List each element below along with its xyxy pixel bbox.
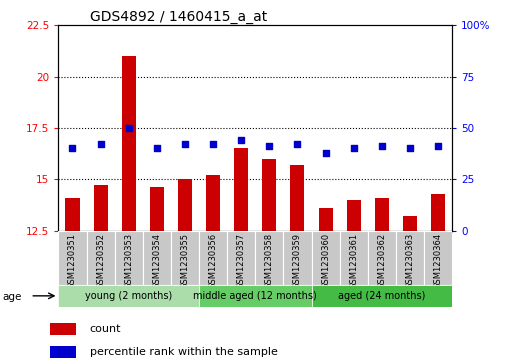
Text: GSM1230360: GSM1230360 <box>321 233 330 289</box>
Bar <box>403 216 417 231</box>
Text: age: age <box>3 291 22 302</box>
Text: GSM1230354: GSM1230354 <box>152 233 162 289</box>
Bar <box>50 346 76 358</box>
Point <box>237 137 245 143</box>
Bar <box>58 231 86 285</box>
Bar <box>283 231 311 285</box>
Bar <box>368 231 396 285</box>
Text: middle aged (12 months): middle aged (12 months) <box>194 291 317 301</box>
Point <box>265 143 273 149</box>
Bar <box>431 193 445 231</box>
Bar <box>396 231 424 285</box>
Point <box>97 142 105 147</box>
Bar <box>122 56 136 231</box>
Point <box>209 142 217 147</box>
Bar <box>199 285 311 307</box>
Bar <box>340 231 368 285</box>
Text: GSM1230361: GSM1230361 <box>349 233 358 289</box>
Point <box>153 146 161 151</box>
Bar <box>143 231 171 285</box>
Text: GSM1230353: GSM1230353 <box>124 233 133 289</box>
Bar <box>319 208 333 231</box>
Text: GSM1230355: GSM1230355 <box>180 233 189 289</box>
Text: GSM1230364: GSM1230364 <box>433 233 442 289</box>
Text: GSM1230362: GSM1230362 <box>377 233 386 289</box>
Bar <box>255 231 283 285</box>
Bar <box>346 200 361 231</box>
Bar <box>375 198 389 231</box>
Bar <box>171 231 199 285</box>
Bar <box>311 285 452 307</box>
Bar <box>50 323 76 335</box>
Point <box>181 142 189 147</box>
Point <box>406 146 414 151</box>
Text: percentile rank within the sample: percentile rank within the sample <box>90 347 278 358</box>
Point <box>322 150 330 155</box>
Bar <box>206 175 220 231</box>
Bar <box>262 159 276 231</box>
Text: GSM1230356: GSM1230356 <box>209 233 217 289</box>
Text: GSM1230358: GSM1230358 <box>265 233 274 289</box>
Bar <box>58 285 199 307</box>
Point <box>69 146 77 151</box>
Point <box>294 142 302 147</box>
Bar <box>227 231 255 285</box>
Bar <box>150 187 164 231</box>
Bar <box>234 148 248 231</box>
Bar <box>199 231 227 285</box>
Text: GSM1230359: GSM1230359 <box>293 233 302 289</box>
Text: aged (24 months): aged (24 months) <box>338 291 426 301</box>
Bar <box>291 165 304 231</box>
Text: count: count <box>90 324 121 334</box>
Point <box>124 125 133 131</box>
Bar <box>86 231 115 285</box>
Point <box>350 146 358 151</box>
Bar <box>93 185 108 231</box>
Text: GSM1230352: GSM1230352 <box>96 233 105 289</box>
Bar <box>311 231 340 285</box>
Bar <box>178 179 192 231</box>
Text: young (2 months): young (2 months) <box>85 291 172 301</box>
Text: GSM1230357: GSM1230357 <box>237 233 246 289</box>
Point <box>434 143 442 149</box>
Bar <box>424 231 452 285</box>
Bar <box>115 231 143 285</box>
Point <box>378 143 386 149</box>
Text: GSM1230351: GSM1230351 <box>68 233 77 289</box>
Bar <box>66 198 80 231</box>
Text: GDS4892 / 1460415_a_at: GDS4892 / 1460415_a_at <box>90 11 267 24</box>
Text: GSM1230363: GSM1230363 <box>405 233 415 289</box>
